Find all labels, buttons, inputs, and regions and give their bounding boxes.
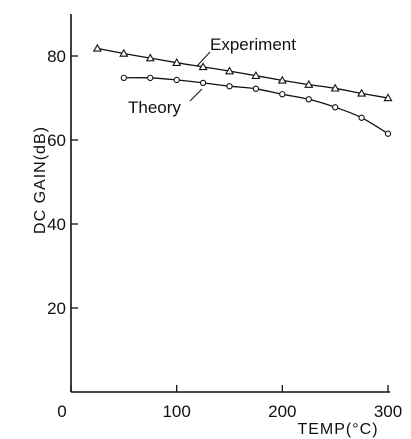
experiment-point-300	[383, 93, 393, 102]
x-tick-label-100: 100	[162, 402, 190, 421]
theory-point-225	[305, 96, 312, 103]
theory-point-75	[147, 74, 154, 81]
theory-point-175	[252, 85, 260, 92]
x-tick-label-200: 200	[268, 402, 296, 421]
experiment-label: Experiment	[210, 35, 296, 54]
y-tick-label-60: 60	[47, 131, 66, 150]
x-axis-title: TEMP(°C)	[297, 421, 378, 438]
theory-point-200	[279, 91, 286, 98]
experiment-point-150	[224, 66, 235, 75]
theory-point-50	[120, 74, 127, 81]
theory-point-100	[173, 76, 180, 84]
curves	[97, 47, 389, 135]
y-axis-title: DC GAIN(dB)	[32, 126, 49, 234]
experiment-point-25	[92, 43, 102, 52]
y-tick-label-80: 80	[47, 47, 66, 66]
theory-point-300	[384, 130, 392, 137]
experiment-point-250	[330, 83, 340, 92]
experiment-point-200	[277, 75, 287, 84]
experiment-curve	[97, 47, 389, 99]
y-tick-label-40: 40	[47, 215, 66, 234]
x-tick-label-0: 0	[57, 402, 66, 421]
experiment-point-50	[119, 48, 129, 57]
ticks	[70, 55, 389, 392]
theory-label: Theory	[128, 98, 181, 117]
axes	[70, 14, 390, 393]
tick-labels: 0 100 200 300 20 40 60 80	[47, 47, 402, 421]
experiment-point-225	[304, 79, 314, 88]
theory-point-275	[358, 114, 365, 121]
y-tick-label-20: 20	[47, 299, 66, 318]
theory-point-125	[199, 79, 207, 87]
theory-point-150	[226, 83, 233, 90]
markers	[92, 43, 393, 137]
experiment-point-100	[172, 57, 182, 66]
experiment-point-75	[145, 53, 155, 62]
experiment-point-275	[357, 88, 367, 97]
theory-leader-line	[189, 88, 203, 102]
experiment-leader-line	[196, 51, 211, 67]
x-tick-label-300: 300	[374, 402, 402, 421]
experiment-point-175	[251, 70, 261, 79]
experiment-point-125	[198, 62, 208, 71]
theory-point-250	[332, 104, 339, 111]
